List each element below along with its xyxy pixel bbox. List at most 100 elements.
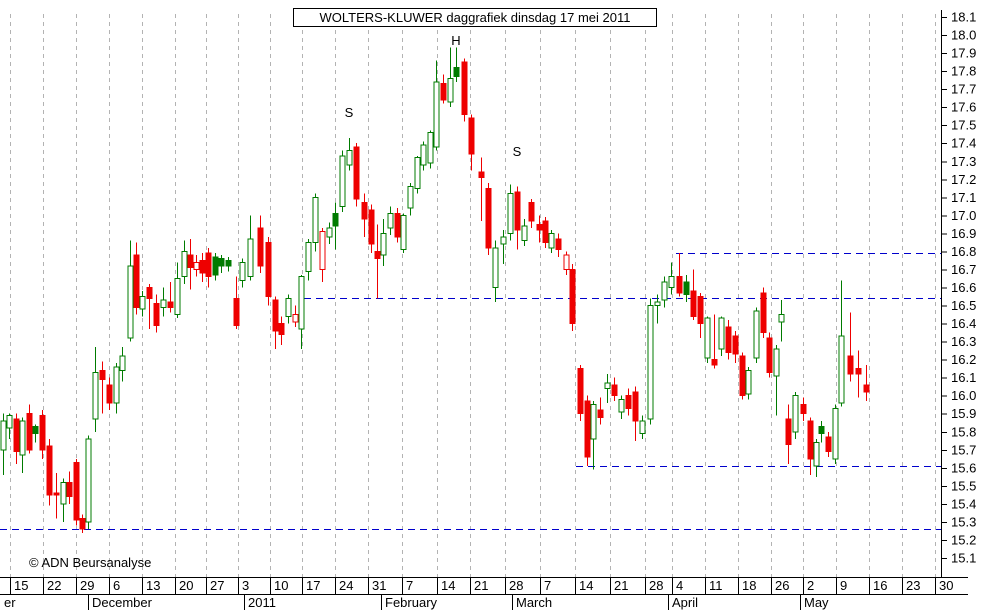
candle	[604, 374, 611, 403]
week-label: 18	[742, 578, 756, 593]
candle	[847, 312, 854, 382]
candle	[225, 256, 232, 272]
candle	[625, 388, 632, 416]
candles	[0, 47, 870, 533]
candle	[577, 365, 584, 421]
candle	[133, 242, 140, 315]
candle	[832, 404, 839, 465]
candle	[326, 222, 333, 245]
y-axis-label: 15.5	[951, 478, 976, 493]
candle	[160, 287, 167, 317]
candle	[711, 314, 718, 369]
candle	[478, 157, 485, 221]
y-axis-label: 15.3	[951, 514, 976, 529]
week-label: 30	[939, 578, 953, 593]
candle	[298, 274, 305, 349]
candle	[590, 401, 597, 470]
candle	[420, 141, 427, 171]
candle	[272, 296, 279, 349]
candle	[346, 137, 353, 171]
candle	[353, 143, 360, 207]
candle	[113, 363, 120, 414]
candle	[785, 404, 792, 465]
candle	[760, 287, 767, 338]
y-axis-label: 15.7	[951, 442, 976, 457]
candle	[661, 276, 668, 308]
candle	[654, 294, 661, 324]
candle	[199, 253, 206, 283]
annotation-h: H	[451, 33, 460, 48]
candle	[447, 47, 454, 108]
week-label: 7	[406, 578, 413, 593]
candle	[773, 345, 780, 416]
candle	[278, 316, 285, 346]
y-axis-label: 15.9	[951, 406, 976, 421]
candle	[6, 413, 13, 439]
candle	[647, 298, 654, 425]
candle	[632, 386, 639, 441]
month-label: December	[92, 595, 153, 610]
week-label: 20	[179, 578, 193, 593]
y-axis-label: 16.6	[951, 280, 976, 295]
y-axis-label: 15.2	[951, 532, 976, 547]
y-axis-label: 15.4	[951, 496, 976, 511]
month-label: May	[804, 595, 829, 610]
candle	[584, 395, 591, 467]
candle	[485, 182, 492, 256]
candle	[53, 473, 60, 519]
candle	[19, 417, 26, 474]
candle	[181, 240, 188, 284]
week-label: 16	[873, 578, 887, 593]
candle	[683, 274, 690, 302]
candle	[66, 471, 73, 504]
candle	[855, 350, 862, 398]
candle	[492, 240, 499, 302]
y-axis-label: 17.5	[951, 118, 976, 133]
candle	[563, 251, 570, 275]
week-label: 27	[210, 578, 224, 593]
candle	[838, 280, 845, 407]
y-axis-label: 16.1	[951, 370, 976, 385]
x-axis: 15 22 29 6 13 20 27 3 10 17 24 31 7 14 21 28 7 14 21 28 4 11 1…	[0, 577, 968, 610]
candle	[818, 420, 825, 443]
candle	[193, 255, 200, 277]
candle	[257, 215, 264, 274]
month-label: April	[672, 595, 698, 610]
y-axis-label: 17.8	[951, 64, 976, 79]
candle	[800, 397, 807, 421]
week-label: 22	[47, 578, 61, 593]
candle	[119, 347, 126, 382]
candle	[139, 291, 146, 317]
candle	[85, 435, 92, 530]
candle	[174, 262, 181, 319]
y-axis-label: 17.1	[951, 190, 976, 205]
candle	[13, 413, 20, 465]
candle	[461, 58, 468, 122]
candle	[778, 300, 785, 342]
chart-title: WOLTERS-KLUWER daggrafiek dinsdag 17 mei…	[293, 8, 657, 27]
copyright-label: © ADN Beursanalyse	[29, 555, 152, 570]
candle	[542, 217, 549, 248]
month-label: 2011	[248, 595, 276, 610]
reference-lines	[0, 253, 941, 530]
candle	[414, 155, 421, 194]
candle	[285, 294, 292, 324]
candle	[745, 366, 752, 400]
y-axis-label: 18.1	[951, 10, 976, 25]
candle	[92, 347, 99, 432]
week-label: 14	[579, 578, 593, 593]
candle	[807, 417, 814, 476]
candle	[792, 392, 799, 439]
y-axis-label: 16.7	[951, 262, 976, 277]
week-label: 28	[509, 578, 523, 593]
candle	[60, 478, 67, 522]
candle	[0, 413, 7, 476]
candle	[233, 276, 240, 329]
candle	[239, 258, 246, 288]
week-label: 13	[146, 578, 160, 593]
candle	[863, 365, 870, 402]
y-axis-label: 17.7	[951, 82, 976, 97]
candle	[26, 404, 33, 454]
candle	[146, 283, 153, 329]
